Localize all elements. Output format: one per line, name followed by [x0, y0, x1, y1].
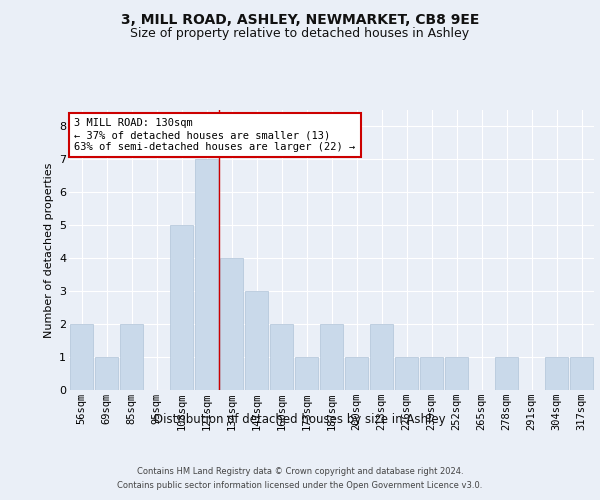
- Bar: [245, 291, 268, 390]
- Text: 3 MILL ROAD: 130sqm
← 37% of detached houses are smaller (13)
63% of semi-detach: 3 MILL ROAD: 130sqm ← 37% of detached ho…: [74, 118, 355, 152]
- Bar: [494, 357, 518, 390]
- Bar: [269, 324, 293, 390]
- Bar: [220, 258, 244, 390]
- Bar: [569, 357, 593, 390]
- Bar: [445, 357, 469, 390]
- Bar: [370, 324, 394, 390]
- Text: 3, MILL ROAD, ASHLEY, NEWMARKET, CB8 9EE: 3, MILL ROAD, ASHLEY, NEWMARKET, CB8 9EE: [121, 12, 479, 26]
- Bar: [170, 226, 193, 390]
- Bar: [545, 357, 568, 390]
- Bar: [344, 357, 368, 390]
- Bar: [419, 357, 443, 390]
- Text: Size of property relative to detached houses in Ashley: Size of property relative to detached ho…: [130, 28, 470, 40]
- Bar: [395, 357, 418, 390]
- Text: Distribution of detached houses by size in Ashley: Distribution of detached houses by size …: [154, 412, 446, 426]
- Bar: [194, 160, 218, 390]
- Bar: [95, 357, 118, 390]
- Bar: [320, 324, 343, 390]
- Bar: [295, 357, 319, 390]
- Y-axis label: Number of detached properties: Number of detached properties: [44, 162, 53, 338]
- Text: Contains public sector information licensed under the Open Government Licence v3: Contains public sector information licen…: [118, 481, 482, 490]
- Text: Contains HM Land Registry data © Crown copyright and database right 2024.: Contains HM Land Registry data © Crown c…: [137, 468, 463, 476]
- Bar: [70, 324, 94, 390]
- Bar: [119, 324, 143, 390]
